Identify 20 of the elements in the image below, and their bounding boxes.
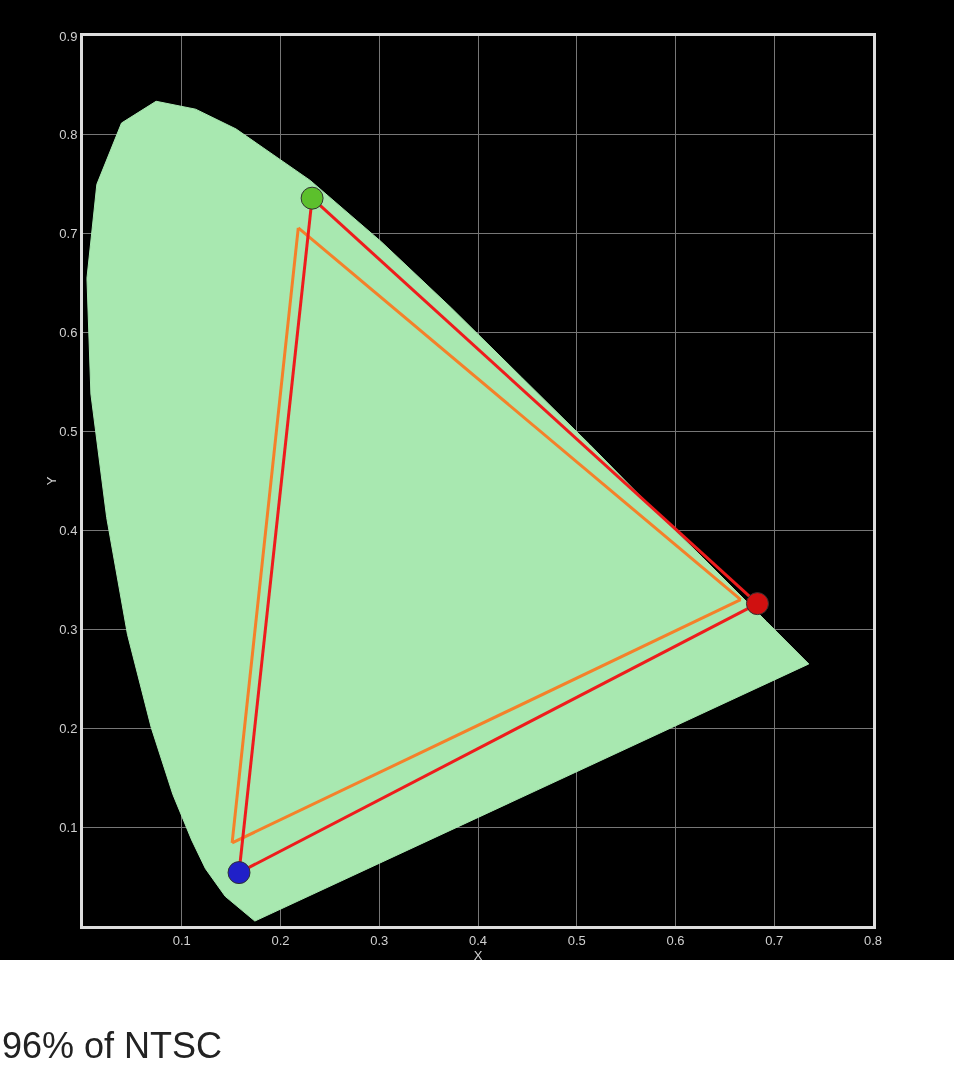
y-tick-label: 0.9 xyxy=(59,28,78,44)
y-axis-title: Y xyxy=(44,476,60,486)
x-tick-label: 0.1 xyxy=(172,932,191,948)
x-tick-label: 0.3 xyxy=(370,932,389,948)
x-tick-label: 0.6 xyxy=(666,932,685,948)
y-tick-label: 0.6 xyxy=(59,325,78,341)
text: 96% of NTSC xyxy=(2,1025,223,1066)
y-tick-label: 0.3 xyxy=(59,621,78,637)
y-tick-label: 0.7 xyxy=(59,226,78,242)
x-tick-label: 0.5 xyxy=(567,932,586,948)
y-tick-label: 0.1 xyxy=(59,819,78,835)
x-tick-label: 0.8 xyxy=(863,932,883,948)
x-tick-label: 0.7 xyxy=(765,932,784,948)
y-tick-label: 0.5 xyxy=(59,424,78,440)
y-tick-label: 0.2 xyxy=(59,720,78,736)
x-axis-title: X xyxy=(473,947,483,963)
y-tick-label: 0.8 xyxy=(59,127,78,143)
x-tick-label: 0.4 xyxy=(468,932,488,948)
x-tick-label: 0.2 xyxy=(271,932,290,948)
y-tick-label: 0.4 xyxy=(59,522,78,538)
